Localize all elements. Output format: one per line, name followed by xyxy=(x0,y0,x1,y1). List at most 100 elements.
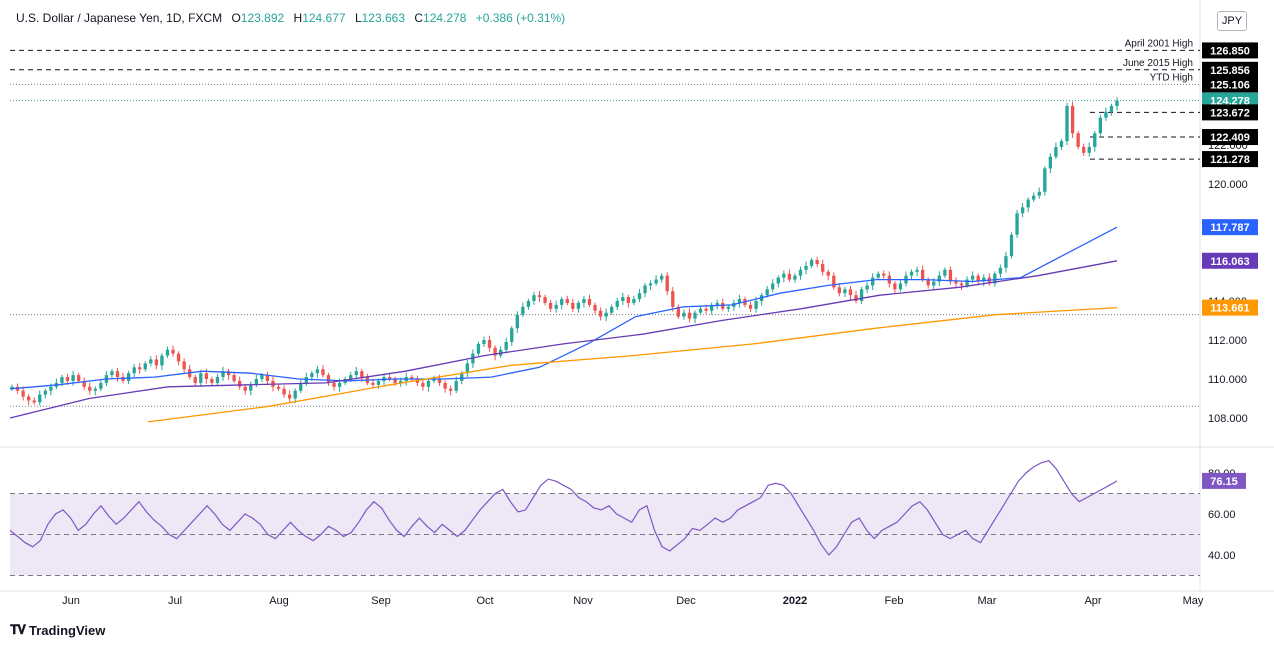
candle-body xyxy=(349,375,353,379)
candle-body xyxy=(648,283,653,286)
candle-body xyxy=(793,275,797,280)
candle-body xyxy=(621,297,625,301)
ma50-price-tag xyxy=(1202,219,1258,236)
time-tick-label: Sep xyxy=(371,595,391,607)
candle-body xyxy=(909,271,914,276)
currency-button[interactable]: JPY xyxy=(1217,11,1247,31)
open-value: 123.892 xyxy=(240,11,285,25)
candle-body xyxy=(765,289,769,296)
level-price-tag xyxy=(1202,151,1258,168)
candle-body xyxy=(1098,117,1103,134)
level-price-tag xyxy=(1202,42,1258,59)
time-tick-label: Aug xyxy=(269,595,289,607)
candle-body xyxy=(826,271,830,276)
rsi-line xyxy=(9,460,1118,556)
candle-body xyxy=(1026,199,1030,208)
ma50-price-label: 117.787 xyxy=(1210,222,1249,234)
candle-body xyxy=(421,382,425,387)
ma100-price-tag xyxy=(1202,252,1258,269)
time-tick-label: May xyxy=(1183,595,1204,607)
candle-body xyxy=(1032,195,1036,200)
candle-body xyxy=(304,377,308,383)
candle-body xyxy=(243,386,247,391)
candle-body xyxy=(1070,106,1075,134)
candle-body xyxy=(776,277,780,284)
candle-body xyxy=(88,386,92,391)
candle-body xyxy=(310,373,314,378)
candle-body xyxy=(293,390,297,399)
candle-body xyxy=(326,375,331,383)
candle-body xyxy=(543,297,547,303)
close-label: C xyxy=(414,11,424,25)
candle-body xyxy=(465,363,469,374)
candle-body xyxy=(798,269,803,276)
low-value: 123.663 xyxy=(361,11,406,25)
low-label: L xyxy=(354,11,362,25)
candle-body xyxy=(859,289,864,301)
candle-body xyxy=(476,343,481,354)
candle-body xyxy=(748,304,753,309)
candle-body xyxy=(565,299,569,303)
candle-body xyxy=(998,267,1003,274)
candle-body xyxy=(193,377,197,383)
candle-body xyxy=(399,380,403,383)
price-tick-label: 110.000 xyxy=(1208,374,1247,386)
candle-body xyxy=(671,291,675,307)
candle-body xyxy=(1015,213,1019,235)
candle-body xyxy=(665,275,669,292)
candle-body xyxy=(787,273,792,280)
level-price-tag xyxy=(1202,104,1258,121)
candle-body xyxy=(871,277,875,286)
candle-body xyxy=(432,379,436,381)
level-price-tag xyxy=(1202,76,1258,93)
candle-body xyxy=(149,359,153,364)
candle-body xyxy=(237,380,242,387)
candle-body xyxy=(1043,168,1047,192)
candle-body xyxy=(532,295,536,301)
candle-body xyxy=(487,340,492,348)
candle-body xyxy=(299,382,303,391)
candle-body xyxy=(165,349,170,356)
level-note: June 2015 High xyxy=(1123,58,1193,69)
candle-body xyxy=(249,384,253,391)
candle-body xyxy=(598,310,603,317)
time-tick-label: Nov xyxy=(573,595,593,607)
candle-body xyxy=(332,382,336,387)
candle-body xyxy=(782,273,786,278)
tradingview-logo[interactable]: 𝐓𝐕 TradingView xyxy=(10,622,105,638)
candle-body xyxy=(49,386,53,391)
candle-body xyxy=(854,295,858,301)
candle-body xyxy=(493,347,497,356)
candle-body xyxy=(1054,146,1058,157)
candle-body xyxy=(182,361,186,370)
candle-body xyxy=(132,367,136,374)
candle-body xyxy=(615,301,619,307)
candle-body xyxy=(737,299,742,303)
candle-body xyxy=(221,371,225,378)
candle-body xyxy=(893,283,897,290)
candle-body xyxy=(521,306,525,315)
candle-body xyxy=(393,379,397,383)
candle-body xyxy=(715,302,719,305)
candle-body xyxy=(287,394,292,399)
level-price-label: 125.856 xyxy=(1210,65,1250,77)
candle-body xyxy=(815,260,819,264)
candle-body xyxy=(698,308,703,313)
candle-body xyxy=(126,373,131,381)
candle-body xyxy=(60,377,64,383)
candle-body xyxy=(604,312,608,317)
candle-body xyxy=(65,377,70,381)
candle-body xyxy=(160,355,164,366)
ma50-line xyxy=(9,226,1118,390)
time-tick-label: Oct xyxy=(476,595,493,607)
candle-body xyxy=(460,373,464,381)
level-price-label: 125.106 xyxy=(1210,79,1250,91)
candle-body xyxy=(848,289,853,296)
price-tick-label: 112.000 xyxy=(1208,335,1247,347)
candle-body xyxy=(354,371,358,376)
time-tick-label: Mar xyxy=(978,595,997,607)
rsi-value-tag xyxy=(1202,472,1246,489)
candle-body xyxy=(576,302,581,309)
